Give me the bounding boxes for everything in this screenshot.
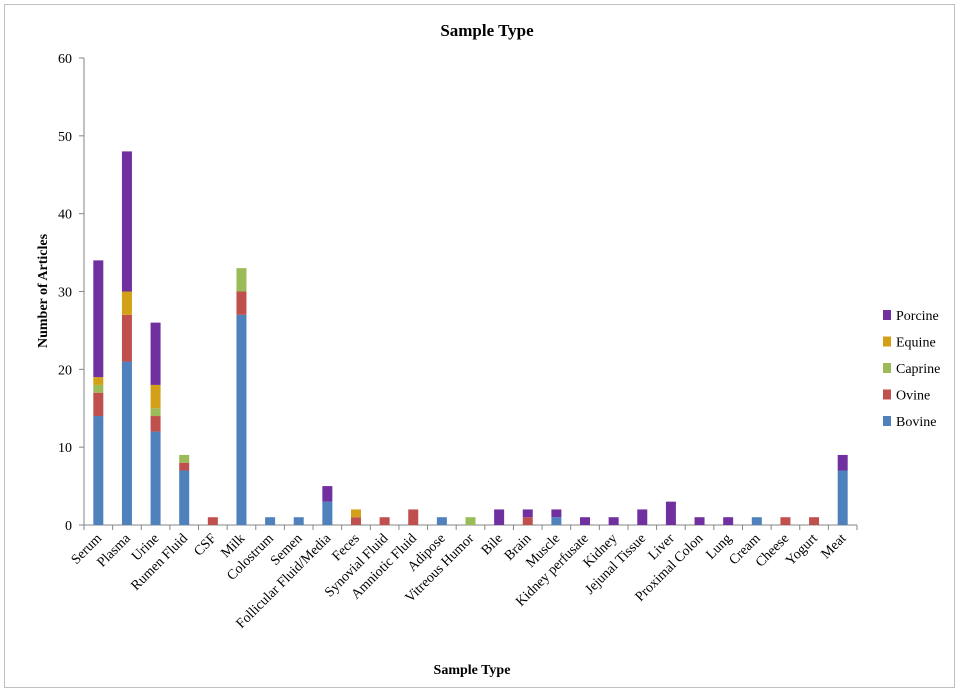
bar-segment: [121, 151, 132, 292]
bar-segment: [350, 509, 361, 518]
bar-segment: [837, 470, 848, 525]
bar-segment: [551, 509, 562, 518]
bar-segment: [322, 501, 333, 525]
bar-segment: [350, 517, 361, 525]
y-tick-label: 0: [65, 519, 72, 534]
bar-segment: [408, 509, 419, 525]
y-tick-label: 40: [58, 208, 72, 223]
legend-swatch: [883, 363, 891, 373]
legend-swatch: [883, 336, 891, 347]
bar-segment: [637, 509, 648, 525]
x-axis-title: Sample Type: [434, 663, 511, 678]
bar-segment: [494, 509, 505, 525]
chart-frame: [4, 4, 955, 688]
bar-segment: [179, 462, 190, 471]
bar-segment: [465, 517, 476, 525]
legend: Porcine Equine Caprine Ovine Bovine: [883, 309, 940, 430]
legend-entry: Caprine: [896, 362, 940, 377]
x-tick-label: Cheese: [753, 531, 792, 570]
bar-segment: [179, 454, 190, 463]
bar-segment: [93, 392, 104, 417]
bar-segment: [121, 361, 132, 525]
bar-segment: [179, 470, 190, 525]
x-tick-label: Plasma: [95, 531, 135, 571]
x-tick-label: Yogurt: [783, 531, 821, 569]
bar-segment: [436, 517, 447, 525]
bar-segment: [150, 416, 161, 432]
bar-segment: [150, 322, 161, 385]
bar-segment: [93, 384, 104, 393]
bar-segment: [751, 517, 762, 525]
bar-segment: [93, 377, 104, 385]
legend-swatch: [883, 310, 891, 320]
chart-title: Sample Type: [440, 21, 534, 40]
y-tick-label: 30: [58, 286, 72, 301]
bar-segment: [293, 517, 304, 525]
legend-entry: Porcine: [896, 309, 939, 324]
bar-segment: [322, 486, 333, 502]
bar-segment: [780, 517, 791, 525]
bar-segment: [551, 517, 562, 525]
bar-segment: [93, 260, 104, 378]
bar-segment: [236, 268, 247, 292]
bar-segment: [236, 314, 247, 525]
bar-segment: [236, 291, 247, 315]
bar-segment: [809, 517, 820, 525]
bar-segment: [522, 517, 533, 525]
y-tick-label: 20: [58, 363, 72, 378]
bar-segment: [150, 408, 161, 417]
bar-segment: [580, 517, 591, 525]
bar-segment: [522, 509, 533, 518]
x-tick-label: Meat: [819, 531, 850, 562]
bar-segment: [207, 517, 218, 525]
y-tick-label: 50: [58, 130, 72, 145]
legend-entry: Ovine: [896, 389, 930, 404]
legend-swatch: [883, 389, 891, 400]
bar-segment: [694, 517, 705, 525]
bar-segment: [723, 517, 734, 525]
x-tick-label: CSF: [191, 531, 219, 559]
bar-segment: [121, 291, 132, 315]
bar-segment: [150, 384, 161, 409]
y-tick-label: 10: [58, 441, 72, 456]
bar-segment: [665, 501, 676, 525]
legend-swatch: [883, 416, 891, 426]
bar-segment: [379, 517, 390, 525]
bar-segment: [150, 431, 161, 525]
bar-segment: [121, 314, 132, 362]
legend-entry: Equine: [896, 336, 936, 351]
y-axis-title: Number of Articles: [36, 233, 51, 348]
bar-segment: [93, 416, 104, 525]
y-tick-label: 60: [58, 52, 72, 67]
bar-segment: [265, 517, 276, 525]
legend-entry: Bovine: [896, 415, 936, 430]
bar-segment: [608, 517, 619, 525]
bar-segment: [837, 454, 848, 471]
